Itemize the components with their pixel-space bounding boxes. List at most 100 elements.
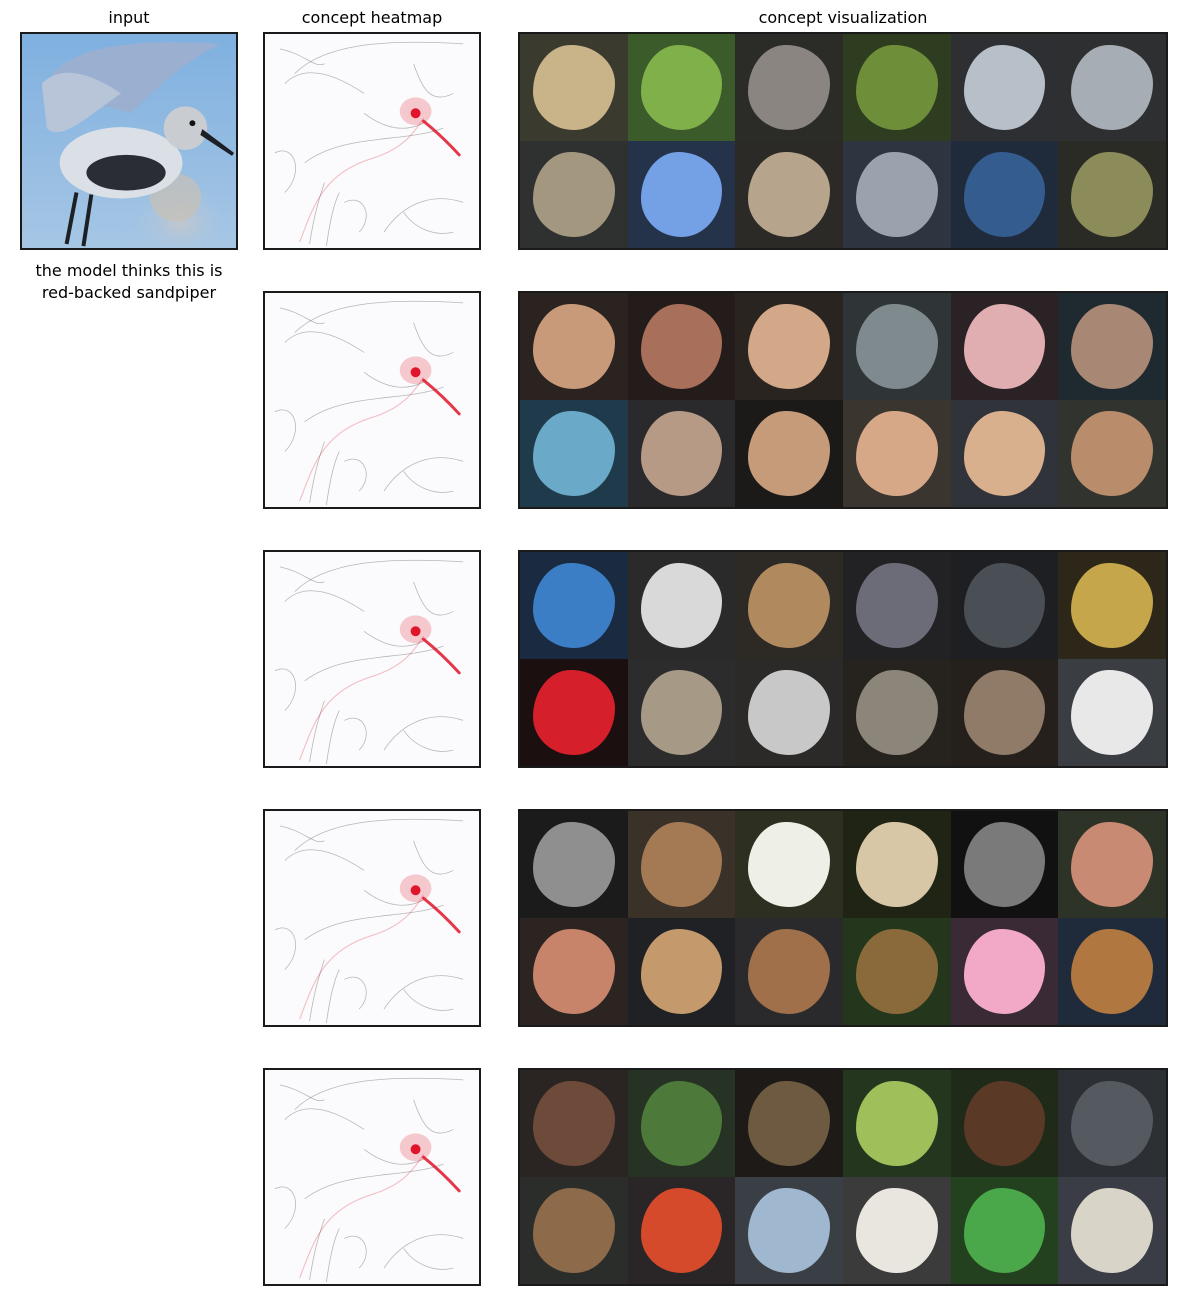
- concept-example-image: [735, 34, 843, 141]
- concept-example-image: [950, 918, 1059, 1025]
- concept-highlight-region: [748, 928, 831, 1015]
- concept-highlight-region: [748, 1080, 831, 1167]
- concept-example-image: [627, 34, 736, 141]
- concept-example-image: [1058, 552, 1166, 659]
- concept-example-image: [842, 1070, 951, 1177]
- concept-example-image: [520, 811, 628, 918]
- concept-example-image: [1058, 1177, 1166, 1284]
- concept-example-image: [627, 1070, 736, 1177]
- concept-highlight-region: [748, 562, 831, 649]
- concept-highlight-region: [1071, 151, 1154, 238]
- concept-example-image: [520, 1177, 628, 1284]
- concept-highlight-region: [1071, 821, 1154, 908]
- concept-highlight-region: [532, 928, 615, 1015]
- concept-example-image: [950, 659, 1059, 766]
- concept-highlight-region: [963, 928, 1046, 1015]
- concept-example-image: [520, 293, 628, 400]
- concept-example-image: [1058, 1070, 1166, 1177]
- concept-example-image: [950, 552, 1059, 659]
- concept-example-image: [735, 918, 843, 1025]
- concept-example-image: [520, 552, 628, 659]
- concept-visualization-grid: [518, 809, 1168, 1027]
- concept-example-image: [735, 293, 843, 400]
- concept-highlight-region: [748, 821, 831, 908]
- concept-example-image: [627, 811, 736, 918]
- concept-highlight-region: [1071, 669, 1154, 756]
- concept-example-image: [950, 400, 1059, 507]
- concept-example-image: [950, 141, 1059, 248]
- heatmap-svg: [265, 1070, 479, 1284]
- concept-example-image: [520, 659, 628, 766]
- concept-example-image: [520, 1070, 628, 1177]
- concept-highlight-region: [963, 562, 1046, 649]
- concept-highlight-region: [1071, 303, 1154, 390]
- concept-highlight-region: [748, 410, 831, 497]
- concept-highlight-region: [640, 562, 723, 649]
- concept-example-image: [735, 1177, 843, 1284]
- concept-example-image: [842, 400, 951, 507]
- concept-highlight-region: [640, 303, 723, 390]
- concept-highlight-region: [963, 303, 1046, 390]
- concept-highlight-region: [855, 44, 938, 131]
- concept-example-image: [1058, 293, 1166, 400]
- concept-heatmap: [263, 32, 481, 250]
- concept-example-image: [1058, 141, 1166, 248]
- concept-highlight-region: [1071, 44, 1154, 131]
- concept-example-image: [842, 659, 951, 766]
- concept-heatmap: [263, 291, 481, 509]
- concept-highlight-region: [640, 151, 723, 238]
- concept-highlight-region: [640, 669, 723, 756]
- concept-example-image: [735, 141, 843, 248]
- concept-highlight-region: [855, 303, 938, 390]
- concept-highlight-region: [1071, 1187, 1154, 1274]
- concept-example-image: [627, 293, 736, 400]
- concept-highlight-region: [1071, 1080, 1154, 1167]
- concept-example-image: [627, 659, 736, 766]
- concept-example-image: [1058, 34, 1166, 141]
- concept-highlight-region: [532, 151, 615, 238]
- concept-visualization-grid: [518, 32, 1168, 250]
- concept-highlight-region: [963, 821, 1046, 908]
- concept-highlight-region: [855, 1080, 938, 1167]
- concept-highlight-region: [640, 44, 723, 131]
- input-image: [20, 32, 238, 250]
- heatmap-svg: [265, 34, 479, 248]
- predicted-class: red-backed sandpiper: [41, 283, 217, 302]
- concept-highlight-region: [963, 1187, 1046, 1274]
- concept-example-image: [842, 918, 951, 1025]
- concept-example-image: [627, 1177, 736, 1284]
- concept-highlight-region: [855, 821, 938, 908]
- concept-example-image: [950, 34, 1059, 141]
- concept-highlight-region: [963, 1080, 1046, 1167]
- concept-example-image: [842, 552, 951, 659]
- concept-example-image: [842, 293, 951, 400]
- concept-example-image: [627, 400, 736, 507]
- concept-highlight-region: [748, 151, 831, 238]
- concept-highlight-region: [855, 151, 938, 238]
- input-column-title: input: [108, 8, 150, 27]
- concept-example-image: [950, 293, 1059, 400]
- concept-heatmap: [263, 550, 481, 768]
- concept-highlight-region: [640, 821, 723, 908]
- concept-highlight-region: [532, 562, 615, 649]
- concept-example-image: [842, 1177, 951, 1284]
- concept-example-image: [520, 141, 628, 248]
- concept-example-image: [842, 34, 951, 141]
- concept-highlight-region: [855, 669, 938, 756]
- concept-example-image: [735, 811, 843, 918]
- concept-highlight-region: [855, 410, 938, 497]
- concept-highlight-region: [1071, 562, 1154, 649]
- concept-visualization-grid: [518, 1068, 1168, 1286]
- concept-highlight-region: [532, 44, 615, 131]
- concept-example-image: [950, 1070, 1059, 1177]
- concept-example-image: [950, 1177, 1059, 1284]
- concept-example-image: [627, 918, 736, 1025]
- concept-example-image: [735, 659, 843, 766]
- concept-example-image: [1058, 400, 1166, 507]
- concept-highlight-region: [748, 1187, 831, 1274]
- concept-highlight-region: [532, 1187, 615, 1274]
- concept-highlight-region: [640, 1080, 723, 1167]
- concept-example-image: [627, 552, 736, 659]
- concept-heatmap: [263, 809, 481, 1027]
- concept-example-image: [520, 34, 628, 141]
